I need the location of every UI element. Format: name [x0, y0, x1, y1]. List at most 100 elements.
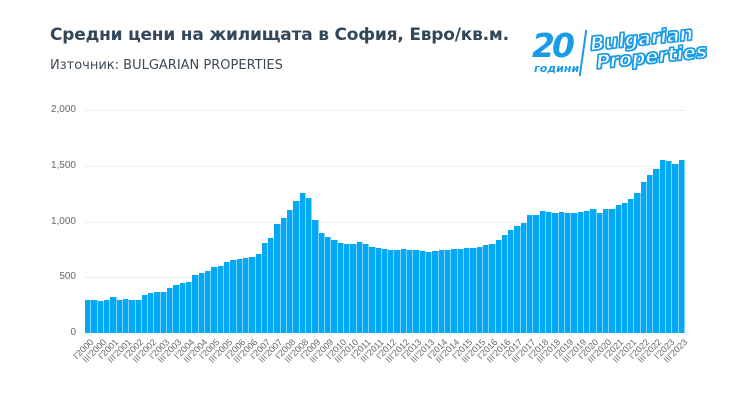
- bar: [609, 208, 616, 333]
- bar: [621, 202, 629, 333]
- bar: [527, 214, 534, 333]
- bar: [122, 298, 130, 333]
- gridline: [85, 110, 685, 111]
- bar: [628, 199, 635, 333]
- bar: [514, 225, 521, 333]
- bar: [280, 218, 288, 333]
- bar: [337, 242, 344, 333]
- bar: [350, 243, 357, 333]
- bar: [255, 253, 262, 333]
- bar: [571, 212, 578, 333]
- bar: [419, 251, 427, 333]
- bar: [590, 209, 597, 333]
- bar: [236, 258, 243, 333]
- bar: [343, 243, 351, 333]
- bar: [426, 251, 433, 333]
- y-axis-tick-label: 1,000: [50, 215, 76, 227]
- y-axis-tick-label: 1,500: [50, 159, 76, 171]
- bar: [552, 212, 559, 333]
- bar: [558, 212, 565, 333]
- bar: [546, 212, 553, 333]
- bar: [438, 250, 445, 333]
- bar: [463, 248, 471, 333]
- bar: [369, 247, 376, 333]
- bar: [407, 249, 414, 333]
- bar: [230, 259, 237, 333]
- bar: [198, 272, 205, 333]
- bar: [375, 248, 382, 333]
- bar: [565, 212, 572, 333]
- bar: [583, 211, 591, 333]
- bar: [470, 247, 477, 333]
- y-axis-tick-label: 0: [70, 327, 76, 338]
- bar: [287, 210, 294, 333]
- bar: [242, 257, 250, 333]
- bar: [268, 238, 275, 333]
- bar: [299, 192, 307, 333]
- bar: [318, 232, 325, 333]
- brand-logo: 20 години Bulgarian Properties: [532, 22, 712, 82]
- bar: [312, 220, 319, 333]
- y-axis-tick-label: 2,000: [50, 104, 76, 115]
- bar: [135, 300, 142, 333]
- logo-anniversary-number: 20: [532, 26, 575, 65]
- bar: [217, 265, 224, 333]
- bar: [577, 212, 584, 333]
- bar: [659, 160, 667, 333]
- bar: [223, 261, 231, 333]
- bar: [160, 291, 168, 333]
- bar: [666, 160, 673, 333]
- bar: [520, 222, 528, 333]
- chart-title: Средни цени на жилищата в София, Евро/кв…: [50, 25, 509, 45]
- bar: [445, 249, 452, 333]
- bar: [533, 214, 540, 333]
- bar: [394, 249, 401, 333]
- bar: [489, 243, 496, 333]
- bar: [116, 300, 123, 333]
- bar: [141, 294, 149, 333]
- bar: [356, 242, 363, 333]
- bar: [476, 246, 483, 333]
- bar: [451, 249, 458, 333]
- bar: [678, 160, 685, 333]
- bar: [362, 243, 370, 333]
- bar: [647, 174, 654, 333]
- bar: [634, 192, 641, 333]
- gridline: [85, 165, 685, 167]
- bar: [129, 300, 136, 333]
- bar: [192, 275, 199, 333]
- bar: [381, 249, 389, 333]
- bar: [388, 249, 395, 333]
- bar: [249, 257, 256, 333]
- bar: [179, 283, 187, 333]
- bar: [103, 299, 111, 333]
- bar: [306, 198, 313, 333]
- bar: [293, 201, 300, 333]
- bar: [508, 230, 515, 333]
- bar: [211, 267, 218, 333]
- y-axis-tick-label: 500: [59, 271, 76, 283]
- bar: [640, 182, 648, 333]
- bar: [615, 204, 622, 333]
- bar: [596, 212, 603, 333]
- bar: [653, 169, 660, 333]
- bar: [457, 248, 464, 333]
- bar: [274, 223, 281, 333]
- logo-years-label: години: [534, 62, 580, 75]
- bar: [97, 300, 104, 333]
- bar: [602, 209, 610, 333]
- bar: [154, 292, 161, 333]
- bar: [331, 240, 338, 333]
- bar: [495, 240, 502, 333]
- chart-source: Източник: BULGARIAN PROPERTIES: [50, 58, 283, 73]
- bar: [205, 270, 212, 333]
- bar: [91, 300, 98, 333]
- bar: [501, 234, 509, 333]
- bar: [167, 288, 174, 333]
- bar: [261, 242, 269, 333]
- bar: [325, 237, 332, 333]
- bar: [482, 245, 490, 333]
- gridline: [85, 221, 685, 223]
- bar: [432, 251, 439, 333]
